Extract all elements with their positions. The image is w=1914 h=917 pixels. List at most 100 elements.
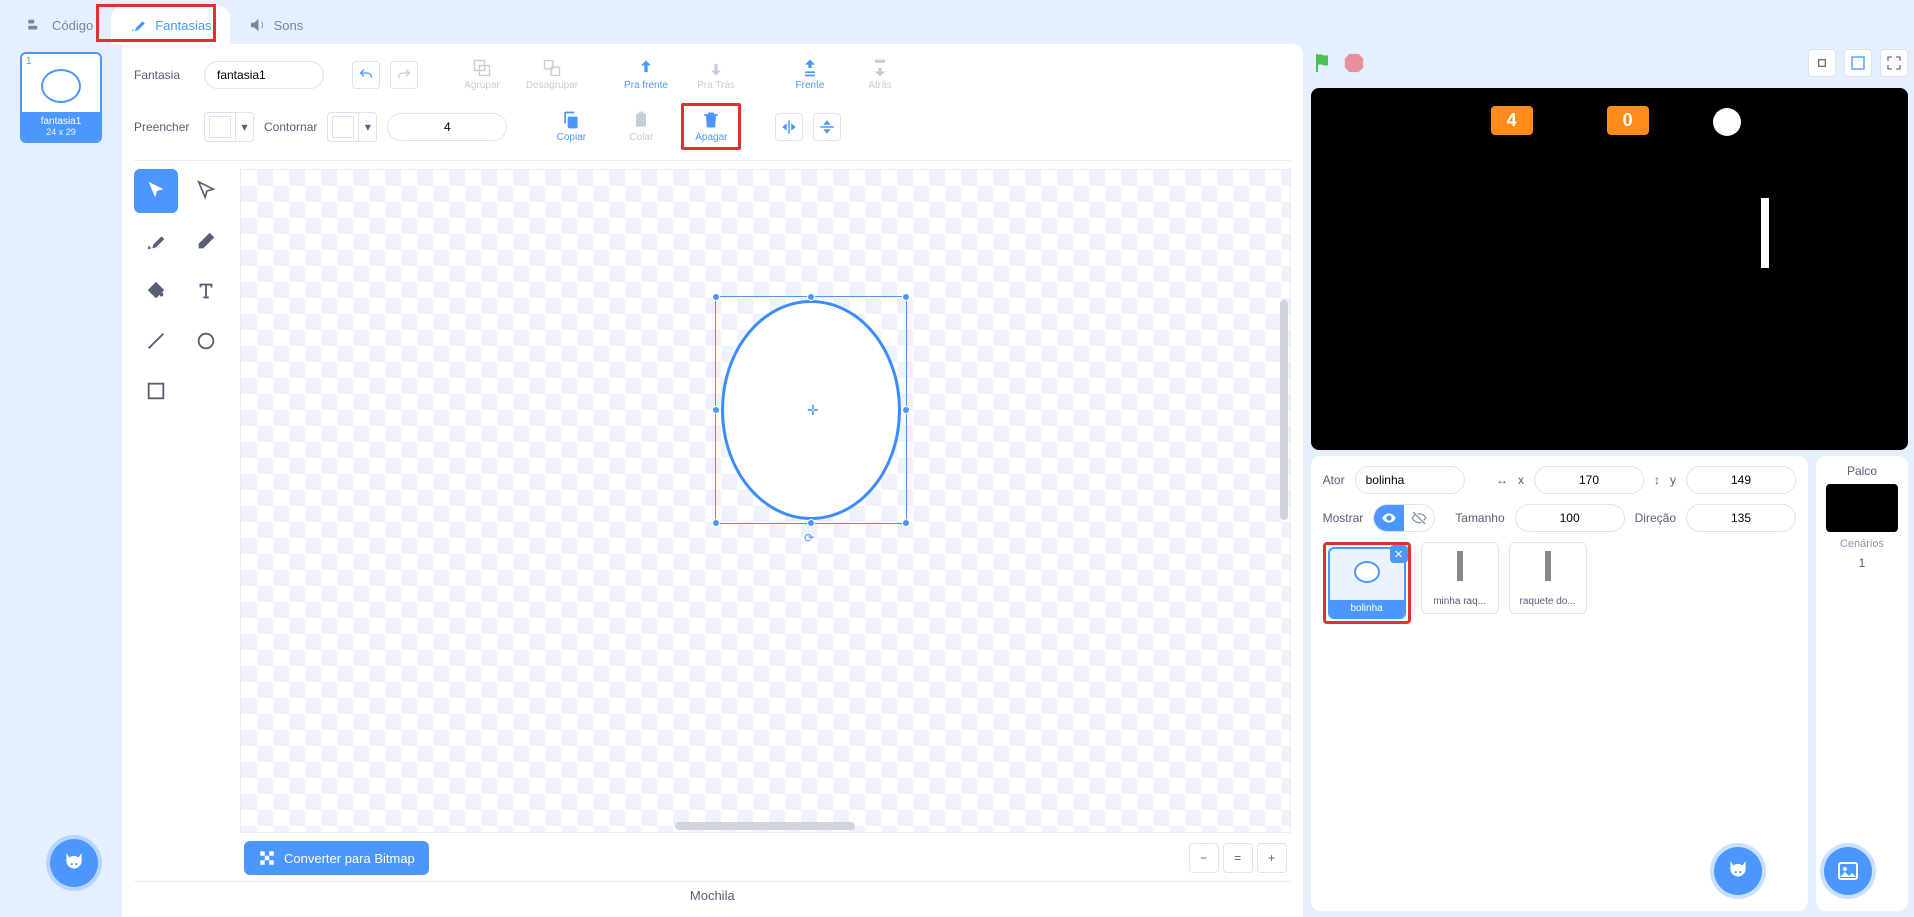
- select-tool[interactable]: [134, 169, 178, 213]
- copy-icon: [561, 110, 581, 130]
- backward-label: Pra Trás: [697, 80, 735, 91]
- back-label: Atrás: [868, 80, 891, 91]
- add-costume-fab[interactable]: [50, 839, 98, 887]
- eye-off-icon: [1411, 510, 1427, 526]
- front-label: Frente: [796, 80, 825, 91]
- circle-tool[interactable]: [184, 319, 228, 363]
- highlight-sprite-bolinha: ✕ bolinha: [1323, 542, 1411, 624]
- redo-button[interactable]: [390, 61, 418, 89]
- tab-costumes[interactable]: Fantasias: [111, 6, 229, 44]
- x-label: x: [1518, 473, 1524, 487]
- brush-icon: [129, 16, 147, 34]
- tab-sounds[interactable]: Sons: [230, 6, 322, 44]
- eraser-tool[interactable]: [184, 219, 228, 263]
- costume-name-input[interactable]: [204, 61, 324, 89]
- tab-code[interactable]: Código: [8, 6, 111, 44]
- stop-icon[interactable]: [1343, 52, 1365, 74]
- node-cursor-icon: [195, 180, 217, 202]
- fill-swatch: [209, 116, 231, 138]
- fill-tool[interactable]: [134, 269, 178, 313]
- flip-h-icon: [780, 118, 798, 136]
- stage-thumb[interactable]: [1826, 484, 1898, 532]
- tab-sounds-label: Sons: [274, 18, 304, 33]
- fill-label: Preencher: [134, 120, 194, 134]
- canvas-scrollbar-h[interactable]: [675, 822, 855, 830]
- sprite-bolinha[interactable]: ✕ bolinha: [1328, 547, 1406, 619]
- x-input[interactable]: [1534, 466, 1644, 494]
- outline-color-button[interactable]: ▾: [327, 112, 377, 142]
- flip-v-button[interactable]: [813, 113, 841, 141]
- chevron-down-icon: ▾: [235, 113, 253, 141]
- flip-h-button[interactable]: [775, 113, 803, 141]
- delete-button[interactable]: Apagar: [681, 103, 741, 150]
- bitmap-icon: [258, 849, 276, 867]
- green-flag-icon[interactable]: [1311, 51, 1335, 75]
- tab-costumes-label: Fantasias: [155, 18, 211, 33]
- actor-name-input[interactable]: [1355, 466, 1465, 494]
- zoom-out-button[interactable]: −: [1189, 843, 1219, 873]
- group-button[interactable]: Agrupar: [452, 58, 512, 91]
- image-icon: [1836, 859, 1860, 883]
- back-button[interactable]: Atrás: [850, 58, 910, 91]
- backpack-bar[interactable]: Mochila: [134, 881, 1291, 909]
- backward-button[interactable]: Pra Trás: [686, 58, 746, 91]
- ungroup-label: Desagrupar: [526, 80, 578, 91]
- costume-label: Fantasia: [134, 68, 194, 82]
- text-tool[interactable]: [184, 269, 228, 313]
- undo-button[interactable]: [352, 61, 380, 89]
- y-input[interactable]: [1686, 466, 1796, 494]
- sprite-label: bolinha: [1330, 600, 1404, 617]
- add-backdrop-fab[interactable]: [1824, 847, 1872, 895]
- actor-label: Ator: [1323, 473, 1345, 487]
- brush-tool[interactable]: [134, 219, 178, 263]
- stage-small-button[interactable]: [1808, 49, 1836, 77]
- stage-large-button[interactable]: [1844, 49, 1872, 77]
- costume-thumb-1[interactable]: 1 fantasia1 24 x 29: [20, 52, 102, 143]
- xy-arrows-icon: ↔: [1496, 473, 1508, 487]
- delete-sprite-button[interactable]: ✕: [1390, 545, 1408, 563]
- show-off[interactable]: [1404, 505, 1434, 531]
- convert-bitmap-button[interactable]: Converter para Bitmap: [244, 841, 429, 875]
- copy-button[interactable]: Copiar: [541, 110, 601, 143]
- show-on[interactable]: [1374, 505, 1404, 531]
- dir-input[interactable]: [1686, 504, 1796, 532]
- stage-full-button[interactable]: [1880, 49, 1908, 77]
- tab-code-label: Código: [52, 18, 93, 33]
- trash-icon: [701, 110, 721, 130]
- sprite-label: minha raq...: [1433, 596, 1486, 607]
- dir-label: Direção: [1635, 511, 1676, 525]
- size-input[interactable]: [1515, 504, 1625, 532]
- rect-tool[interactable]: [134, 369, 178, 413]
- rotate-handle[interactable]: ⟳: [804, 531, 818, 545]
- sprite-minha-raquete[interactable]: minha raq...: [1421, 542, 1499, 614]
- redo-icon: [396, 67, 412, 83]
- costume-preview: [32, 62, 90, 110]
- zoom-in-button[interactable]: +: [1257, 843, 1287, 873]
- ungroup-button[interactable]: Desagrupar: [522, 58, 582, 91]
- outline-width-input[interactable]: [387, 113, 507, 141]
- reshape-tool[interactable]: [184, 169, 228, 213]
- canvas-scrollbar-v[interactable]: [1280, 300, 1288, 520]
- stage[interactable]: 4 0: [1311, 88, 1908, 450]
- bucket-icon: [145, 280, 167, 302]
- center-marker: ✛: [807, 402, 819, 419]
- line-tool[interactable]: [134, 319, 178, 363]
- score-left: 4: [1491, 106, 1533, 135]
- fill-color-button[interactable]: ▾: [204, 112, 254, 142]
- text-icon: [195, 280, 217, 302]
- flip-v-icon: [818, 118, 836, 136]
- backward-icon: [706, 58, 726, 78]
- add-sprite-fab[interactable]: [1714, 847, 1762, 895]
- front-button[interactable]: Frente: [780, 58, 840, 91]
- paint-canvas[interactable]: ⟳ ✛: [240, 169, 1291, 833]
- sprite-raquete-do[interactable]: raquete do...: [1509, 542, 1587, 614]
- line-icon: [145, 330, 167, 352]
- paste-button[interactable]: Colar: [611, 110, 671, 143]
- score-right: 0: [1607, 106, 1649, 135]
- convert-label: Converter para Bitmap: [284, 851, 415, 866]
- forward-button[interactable]: Pra frente: [616, 58, 676, 91]
- visibility-toggle[interactable]: [1373, 504, 1435, 532]
- outline-label: Contornar: [264, 120, 317, 134]
- forward-label: Pra frente: [624, 80, 668, 91]
- zoom-reset-button[interactable]: =: [1223, 843, 1253, 873]
